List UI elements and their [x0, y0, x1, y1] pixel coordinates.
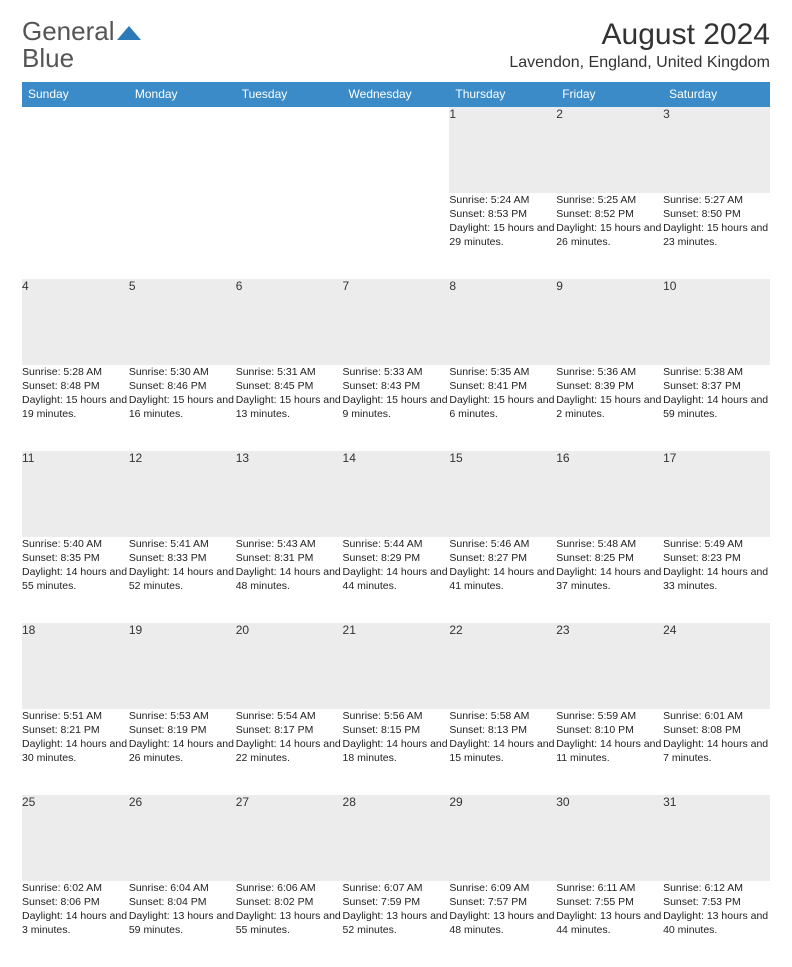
day-info-cell: Sunrise: 6:06 AMSunset: 8:02 PMDaylight:…	[236, 881, 343, 967]
location: Lavendon, England, United Kingdom	[509, 54, 770, 72]
day-header: Friday	[556, 82, 663, 107]
day-number: 16	[556, 451, 663, 537]
day-info-cell: Sunrise: 6:11 AMSunset: 7:55 PMDaylight:…	[556, 881, 663, 967]
day-header: Thursday	[449, 82, 556, 107]
day-info-cell: Sunrise: 5:35 AMSunset: 8:41 PMDaylight:…	[449, 365, 556, 451]
logo: General Blue	[22, 18, 141, 72]
day-info-cell: Sunrise: 5:41 AMSunset: 8:33 PMDaylight:…	[129, 537, 236, 623]
logo-text-gray: General	[22, 16, 115, 46]
day-info-cell: Sunrise: 6:04 AMSunset: 8:04 PMDaylight:…	[129, 881, 236, 967]
day-info-cell: Sunrise: 6:09 AMSunset: 7:57 PMDaylight:…	[449, 881, 556, 967]
day-number: 27	[236, 795, 343, 881]
day-info-cell: Sunrise: 5:40 AMSunset: 8:35 PMDaylight:…	[22, 537, 129, 623]
day-number-row: 25262728293031	[22, 795, 770, 881]
day-number: 7	[343, 279, 450, 365]
day-number: 22	[449, 623, 556, 709]
day-info-row: Sunrise: 5:51 AMSunset: 8:21 PMDaylight:…	[22, 709, 770, 795]
day-info-cell: Sunrise: 5:53 AMSunset: 8:19 PMDaylight:…	[129, 709, 236, 795]
day-info-cell: Sunrise: 5:59 AMSunset: 8:10 PMDaylight:…	[556, 709, 663, 795]
header: General Blue August 2024 Lavendon, Engla…	[22, 18, 770, 72]
day-number: 17	[663, 451, 770, 537]
day-info-cell: Sunrise: 5:49 AMSunset: 8:23 PMDaylight:…	[663, 537, 770, 623]
day-info-cell: Sunrise: 5:46 AMSunset: 8:27 PMDaylight:…	[449, 537, 556, 623]
day-info-cell: Sunrise: 5:43 AMSunset: 8:31 PMDaylight:…	[236, 537, 343, 623]
day-number: 31	[663, 795, 770, 881]
day-info-cell: Sunrise: 5:56 AMSunset: 8:15 PMDaylight:…	[343, 709, 450, 795]
day-info-cell: Sunrise: 5:27 AMSunset: 8:50 PMDaylight:…	[663, 193, 770, 279]
day-number: 20	[236, 623, 343, 709]
day-number-row: 123	[22, 107, 770, 193]
day-info-row: Sunrise: 5:28 AMSunset: 8:48 PMDaylight:…	[22, 365, 770, 451]
day-header: Sunday	[22, 82, 129, 107]
day-number: 18	[22, 623, 129, 709]
day-header: Saturday	[663, 82, 770, 107]
day-number: 10	[663, 279, 770, 365]
day-info-cell: Sunrise: 5:28 AMSunset: 8:48 PMDaylight:…	[22, 365, 129, 451]
day-header: Wednesday	[343, 82, 450, 107]
day-number: 11	[22, 451, 129, 537]
day-number: 28	[343, 795, 450, 881]
day-number: 5	[129, 279, 236, 365]
day-number-row: 18192021222324	[22, 623, 770, 709]
day-number-row: 11121314151617	[22, 451, 770, 537]
day-number	[343, 107, 450, 193]
day-number: 4	[22, 279, 129, 365]
day-info-cell	[22, 193, 129, 279]
month-title: August 2024	[509, 18, 770, 52]
logo-triangle-icon	[117, 24, 141, 40]
day-number: 26	[129, 795, 236, 881]
day-number: 12	[129, 451, 236, 537]
day-number	[22, 107, 129, 193]
day-info-cell: Sunrise: 6:02 AMSunset: 8:06 PMDaylight:…	[22, 881, 129, 967]
day-number: 19	[129, 623, 236, 709]
day-number: 25	[22, 795, 129, 881]
day-info-cell: Sunrise: 5:54 AMSunset: 8:17 PMDaylight:…	[236, 709, 343, 795]
day-number: 9	[556, 279, 663, 365]
day-number: 2	[556, 107, 663, 193]
day-info-row: Sunrise: 5:24 AMSunset: 8:53 PMDaylight:…	[22, 193, 770, 279]
day-info-cell: Sunrise: 6:12 AMSunset: 7:53 PMDaylight:…	[663, 881, 770, 967]
day-info-cell	[343, 193, 450, 279]
title-block: August 2024 Lavendon, England, United Ki…	[509, 18, 770, 72]
day-info-cell: Sunrise: 5:31 AMSunset: 8:45 PMDaylight:…	[236, 365, 343, 451]
day-info-row: Sunrise: 5:40 AMSunset: 8:35 PMDaylight:…	[22, 537, 770, 623]
day-info-cell: Sunrise: 5:33 AMSunset: 8:43 PMDaylight:…	[343, 365, 450, 451]
day-info-cell: Sunrise: 5:38 AMSunset: 8:37 PMDaylight:…	[663, 365, 770, 451]
day-number: 1	[449, 107, 556, 193]
day-number: 24	[663, 623, 770, 709]
day-number: 15	[449, 451, 556, 537]
day-number: 8	[449, 279, 556, 365]
logo-text-blue: Blue	[22, 43, 74, 73]
day-info-cell: Sunrise: 6:07 AMSunset: 7:59 PMDaylight:…	[343, 881, 450, 967]
day-header-row: Sunday Monday Tuesday Wednesday Thursday…	[22, 82, 770, 107]
day-number: 14	[343, 451, 450, 537]
logo-text: General Blue	[22, 18, 141, 72]
day-info-cell: Sunrise: 5:24 AMSunset: 8:53 PMDaylight:…	[449, 193, 556, 279]
day-info-cell: Sunrise: 5:48 AMSunset: 8:25 PMDaylight:…	[556, 537, 663, 623]
day-info-cell: Sunrise: 5:25 AMSunset: 8:52 PMDaylight:…	[556, 193, 663, 279]
day-number: 3	[663, 107, 770, 193]
day-info-cell: Sunrise: 6:01 AMSunset: 8:08 PMDaylight:…	[663, 709, 770, 795]
day-number: 6	[236, 279, 343, 365]
day-info-cell: Sunrise: 5:36 AMSunset: 8:39 PMDaylight:…	[556, 365, 663, 451]
day-number: 30	[556, 795, 663, 881]
day-info-cell	[236, 193, 343, 279]
day-number: 29	[449, 795, 556, 881]
day-number	[236, 107, 343, 193]
day-info-row: Sunrise: 6:02 AMSunset: 8:06 PMDaylight:…	[22, 881, 770, 967]
day-number: 13	[236, 451, 343, 537]
day-number-row: 45678910	[22, 279, 770, 365]
day-number	[129, 107, 236, 193]
day-header: Tuesday	[236, 82, 343, 107]
day-info-cell	[129, 193, 236, 279]
calendar-table: Sunday Monday Tuesday Wednesday Thursday…	[22, 82, 770, 967]
day-info-cell: Sunrise: 5:51 AMSunset: 8:21 PMDaylight:…	[22, 709, 129, 795]
day-number: 21	[343, 623, 450, 709]
day-header: Monday	[129, 82, 236, 107]
day-info-cell: Sunrise: 5:30 AMSunset: 8:46 PMDaylight:…	[129, 365, 236, 451]
day-info-cell: Sunrise: 5:44 AMSunset: 8:29 PMDaylight:…	[343, 537, 450, 623]
day-info-cell: Sunrise: 5:58 AMSunset: 8:13 PMDaylight:…	[449, 709, 556, 795]
day-number: 23	[556, 623, 663, 709]
